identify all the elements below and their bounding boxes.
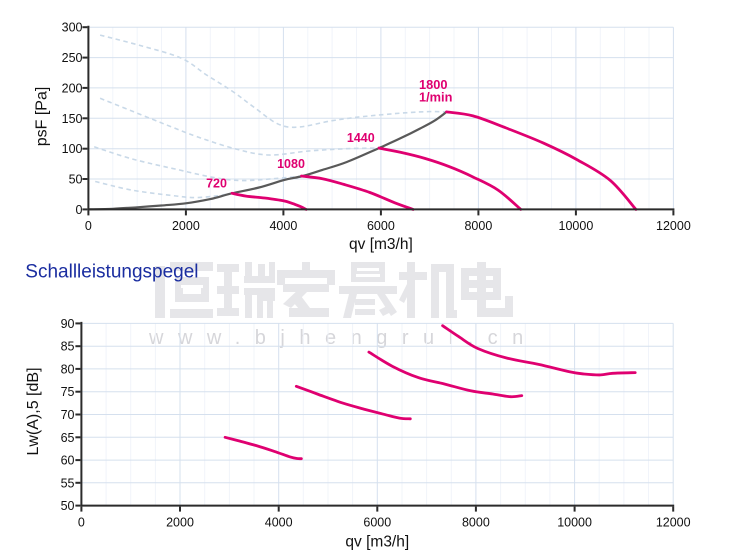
svg-text:4000: 4000 — [269, 219, 297, 233]
svg-text:1440: 1440 — [347, 131, 375, 145]
svg-text:10000: 10000 — [557, 516, 592, 530]
svg-text:100: 100 — [62, 142, 83, 156]
svg-text:80: 80 — [61, 362, 75, 376]
svg-text:10000: 10000 — [559, 219, 594, 233]
svg-text:12000: 12000 — [656, 516, 691, 530]
svg-text:150: 150 — [62, 112, 83, 126]
svg-text:0: 0 — [78, 516, 85, 530]
svg-text:2000: 2000 — [166, 516, 194, 530]
svg-text:300: 300 — [62, 21, 83, 35]
svg-text:55: 55 — [61, 476, 75, 490]
svg-text:Lw(A),5 [dB]: Lw(A),5 [dB] — [25, 367, 42, 455]
svg-text:50: 50 — [69, 173, 83, 187]
svg-text:2000: 2000 — [172, 219, 200, 233]
svg-text:720: 720 — [206, 176, 227, 190]
svg-text:0: 0 — [85, 219, 92, 233]
svg-text:6000: 6000 — [367, 219, 395, 233]
svg-text:85: 85 — [61, 340, 75, 354]
svg-text:qv [m3/h]: qv [m3/h] — [349, 236, 413, 253]
svg-text:www.bjhengrui.cn: www.bjhengrui.cn — [148, 327, 538, 349]
svg-text:250: 250 — [62, 51, 83, 65]
svg-text:90: 90 — [61, 317, 75, 331]
svg-text:65: 65 — [61, 431, 75, 445]
svg-text:200: 200 — [62, 81, 83, 95]
svg-text:70: 70 — [61, 408, 75, 422]
svg-text:qv [m3/h]: qv [m3/h] — [345, 534, 409, 551]
svg-text:12000: 12000 — [656, 219, 691, 233]
svg-text:Schallleistungspegel: Schallleistungspegel — [25, 262, 198, 283]
svg-text:6000: 6000 — [363, 516, 391, 530]
svg-text:1800: 1800 — [419, 77, 447, 92]
svg-text:0: 0 — [76, 203, 83, 217]
svg-text:psF [Pa]: psF [Pa] — [34, 87, 51, 147]
svg-text:50: 50 — [61, 499, 75, 513]
svg-text:60: 60 — [61, 454, 75, 468]
svg-text:8000: 8000 — [462, 516, 490, 530]
svg-text:8000: 8000 — [464, 219, 492, 233]
svg-text:1080: 1080 — [277, 157, 305, 171]
svg-text:4000: 4000 — [265, 516, 293, 530]
svg-text:75: 75 — [61, 385, 75, 399]
svg-text:1/min: 1/min — [419, 90, 453, 105]
